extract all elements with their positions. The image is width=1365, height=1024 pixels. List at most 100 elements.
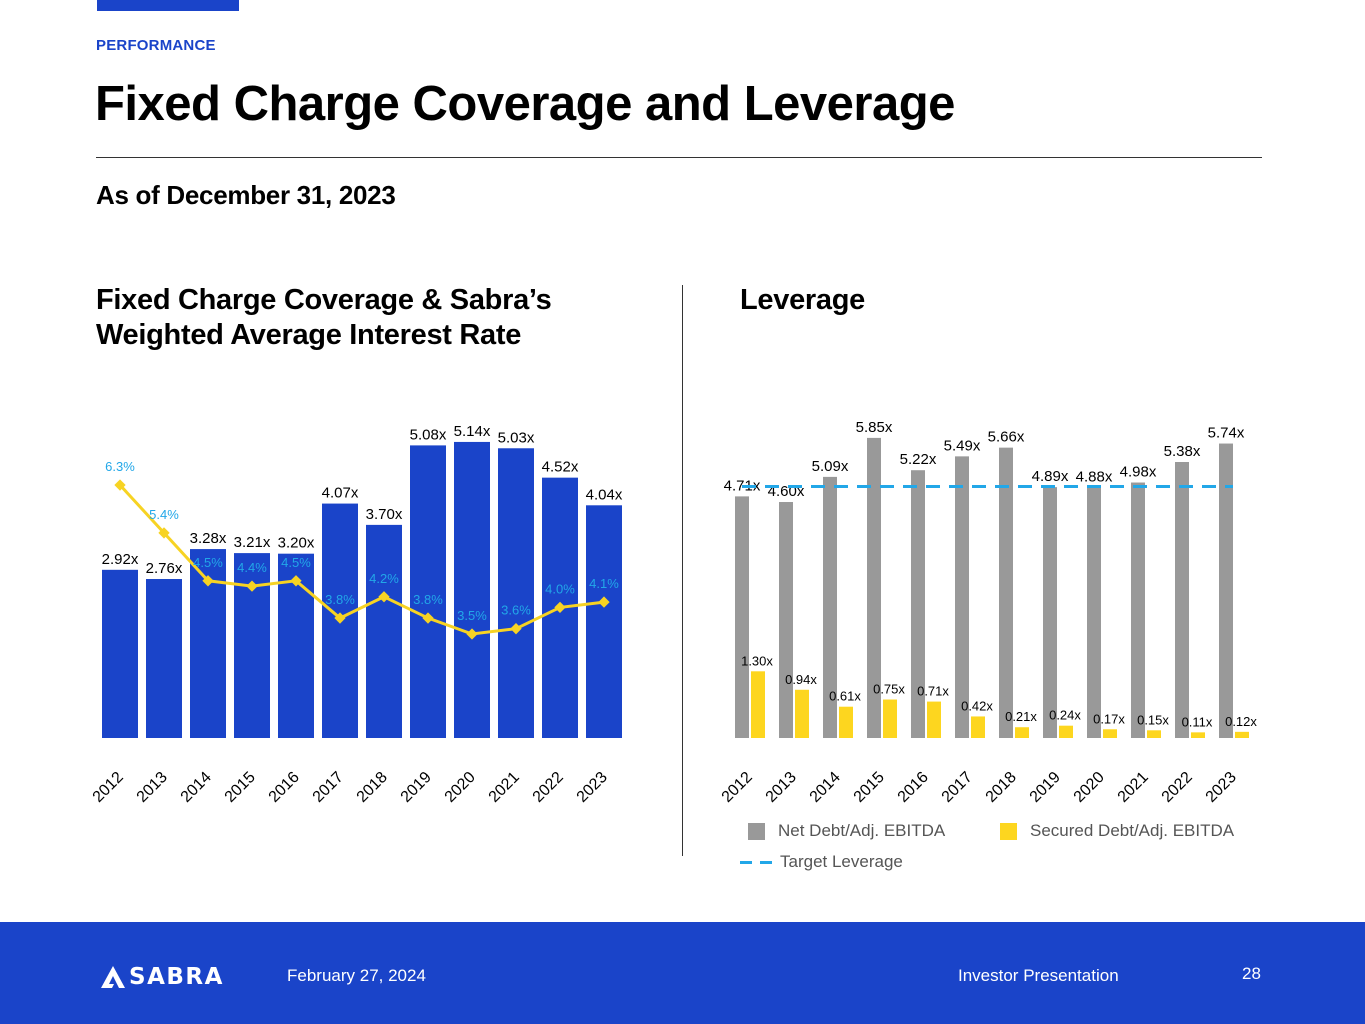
- footer-date: February 27, 2024: [287, 966, 426, 985]
- secured-debt-bar-2014: [839, 706, 853, 738]
- logo-text: SABRA: [129, 964, 224, 990]
- fcc-bar-label-2022: 4.52x: [542, 459, 579, 476]
- fcc-bar-2013: [146, 579, 182, 738]
- legend-dash-swatch: [740, 860, 772, 864]
- net-debt-bar-2017: [955, 456, 969, 738]
- interest-rate-label-2016: 4.5%: [281, 555, 311, 570]
- net-debt-bar-2021: [1131, 482, 1145, 738]
- footer: SABRA February 27, 2024 Investor Present…: [0, 922, 1365, 1024]
- secured-debt-label-2018: 0.21x: [1005, 709, 1037, 724]
- interest-rate-point-2015: [246, 580, 258, 592]
- net-debt-bar-2018: [999, 447, 1013, 738]
- fcc-bar-label-2013: 2.76x: [146, 560, 183, 577]
- interest-rate-point-2020: [466, 628, 478, 640]
- interest-rate-point-2023: [598, 596, 610, 608]
- fcc-bar-label-2012: 2.92x: [102, 551, 139, 568]
- secured-debt-label-2017: 0.42x: [961, 698, 993, 713]
- net-debt-label-2021: 4.98x: [1120, 464, 1157, 481]
- net-debt-bar-2016: [911, 470, 925, 738]
- net-debt-bar-2022: [1175, 462, 1189, 738]
- secured-debt-label-2021: 0.15x: [1137, 712, 1169, 727]
- fcc-bar-label-2014: 3.28x: [190, 530, 227, 547]
- leverage-x-tick-2013: 2013: [763, 769, 800, 806]
- net-debt-label-2015: 5.85x: [856, 419, 893, 436]
- legend-secured-debt: Secured Debt/Adj. EBITDA: [1000, 821, 1234, 841]
- net-debt-bar-2014: [823, 476, 837, 738]
- secured-debt-label-2023: 0.12x: [1225, 714, 1257, 729]
- leverage-x-tick-2017: 2017: [939, 769, 976, 806]
- secured-debt-bar-2016: [927, 701, 941, 738]
- leverage-x-tick-2018: 2018: [983, 769, 1020, 806]
- fcc-bar-2021: [498, 448, 534, 738]
- leverage-x-tick-2023: 2023: [1203, 769, 1240, 806]
- fcc-chart: 2.92x20122.76x20133.28x20143.21x20153.20…: [90, 423, 623, 806]
- secured-debt-label-2013: 0.94x: [785, 672, 817, 687]
- net-debt-label-2017: 5.49x: [944, 437, 981, 454]
- legend-net-debt-label: Net Debt/Adj. EBITDA: [778, 821, 946, 840]
- interest-rate-point-2013: [158, 527, 170, 539]
- secured-debt-bar-2017: [971, 716, 985, 738]
- secured-debt-label-2014: 0.61x: [829, 689, 861, 704]
- leverage-chart: 4.71x1.30x20124.60x0.94x20135.09x0.61x20…: [719, 419, 1258, 806]
- footer-presentation-title: Investor Presentation: [958, 966, 1119, 985]
- secured-debt-label-2020: 0.17x: [1093, 711, 1125, 726]
- as-of-date: As of December 31, 2023: [96, 180, 396, 210]
- interest-rate-label-2020: 3.5%: [457, 608, 487, 623]
- interest-rate-label-2023: 4.1%: [589, 576, 619, 591]
- net-debt-bar-2023: [1219, 443, 1233, 738]
- net-debt-label-2020: 4.88x: [1076, 469, 1113, 486]
- fcc-bar-2019: [410, 445, 446, 738]
- secured-debt-bar-2013: [795, 689, 809, 738]
- net-debt-label-2022: 5.38x: [1164, 443, 1201, 460]
- net-debt-label-2014: 5.09x: [812, 458, 849, 475]
- interest-rate-label-2022: 4.0%: [545, 581, 575, 596]
- net-debt-bar-2015: [867, 437, 881, 738]
- legend-swatch-grey: [748, 822, 765, 840]
- interest-rate-label-2021: 3.6%: [501, 603, 531, 618]
- legend-secured-debt-label: Secured Debt/Adj. EBITDA: [1030, 821, 1235, 840]
- interest-rate-label-2012: 6.3%: [105, 459, 135, 474]
- net-debt-bar-2020: [1087, 487, 1101, 738]
- fcc-chart-title-line-2: Weighted Average Interest Rate: [96, 319, 522, 351]
- net-debt-label-2018: 5.66x: [988, 429, 1025, 446]
- secured-debt-bar-2018: [1015, 727, 1029, 738]
- fcc-bar-label-2018: 3.70x: [366, 506, 403, 523]
- fcc-chart-title-line-1: Fixed Charge Coverage & Sabra’s: [96, 284, 552, 316]
- fcc-bar-label-2015: 3.21x: [234, 534, 271, 551]
- interest-rate-label-2017: 3.8%: [325, 592, 355, 607]
- secured-debt-bar-2021: [1147, 730, 1161, 738]
- secured-debt-bar-2015: [883, 699, 897, 738]
- legend-target-leverage: Target Leverage: [740, 852, 903, 872]
- fcc-bar-label-2020: 5.14x: [454, 423, 491, 440]
- secured-debt-label-2016: 0.71x: [917, 684, 949, 699]
- net-debt-label-2019: 4.89x: [1032, 468, 1069, 485]
- net-debt-label-2016: 5.22x: [900, 451, 937, 468]
- secured-debt-label-2019: 0.24x: [1049, 708, 1081, 723]
- fcc-bar-2020: [454, 441, 490, 738]
- legend-net-debt: Net Debt/Adj. EBITDA: [748, 821, 945, 841]
- net-debt-bar-2012: [735, 496, 749, 738]
- fcc-bar-2012: [102, 569, 138, 738]
- leverage-chart-title: Leverage: [740, 284, 865, 316]
- interest-rate-point-2016: [290, 575, 302, 587]
- page-title: Fixed Charge Coverage and Leverage: [95, 77, 955, 131]
- sabra-logo: SABRA: [100, 962, 224, 992]
- fcc-chart-title: Fixed Charge Coverage & Sabra’s Weighted…: [96, 283, 552, 353]
- page-number: 28: [1242, 964, 1261, 983]
- net-debt-label-2023: 5.74x: [1208, 425, 1245, 442]
- interest-rate-label-2019: 3.8%: [413, 592, 443, 607]
- legend-target-leverage-label: Target Leverage: [780, 852, 903, 871]
- legend-swatch-yellow: [1000, 822, 1017, 840]
- secured-debt-bar-2012: [751, 671, 765, 738]
- leverage-x-tick-2020: 2020: [1071, 769, 1108, 806]
- leverage-x-tick-2019: 2019: [1027, 769, 1064, 806]
- secured-debt-label-2015: 0.75x: [873, 682, 905, 697]
- interest-rate-point-2022: [554, 601, 566, 614]
- secured-debt-bar-2020: [1103, 729, 1117, 738]
- secured-debt-bar-2019: [1059, 725, 1073, 738]
- leverage-x-tick-2022: 2022: [1159, 769, 1196, 806]
- interest-rate-line: [118, 484, 605, 636]
- fcc-bar-label-2019: 5.08x: [410, 426, 447, 443]
- fcc-bar-2018: [366, 524, 402, 738]
- leverage-x-tick-2012: 2012: [719, 769, 756, 806]
